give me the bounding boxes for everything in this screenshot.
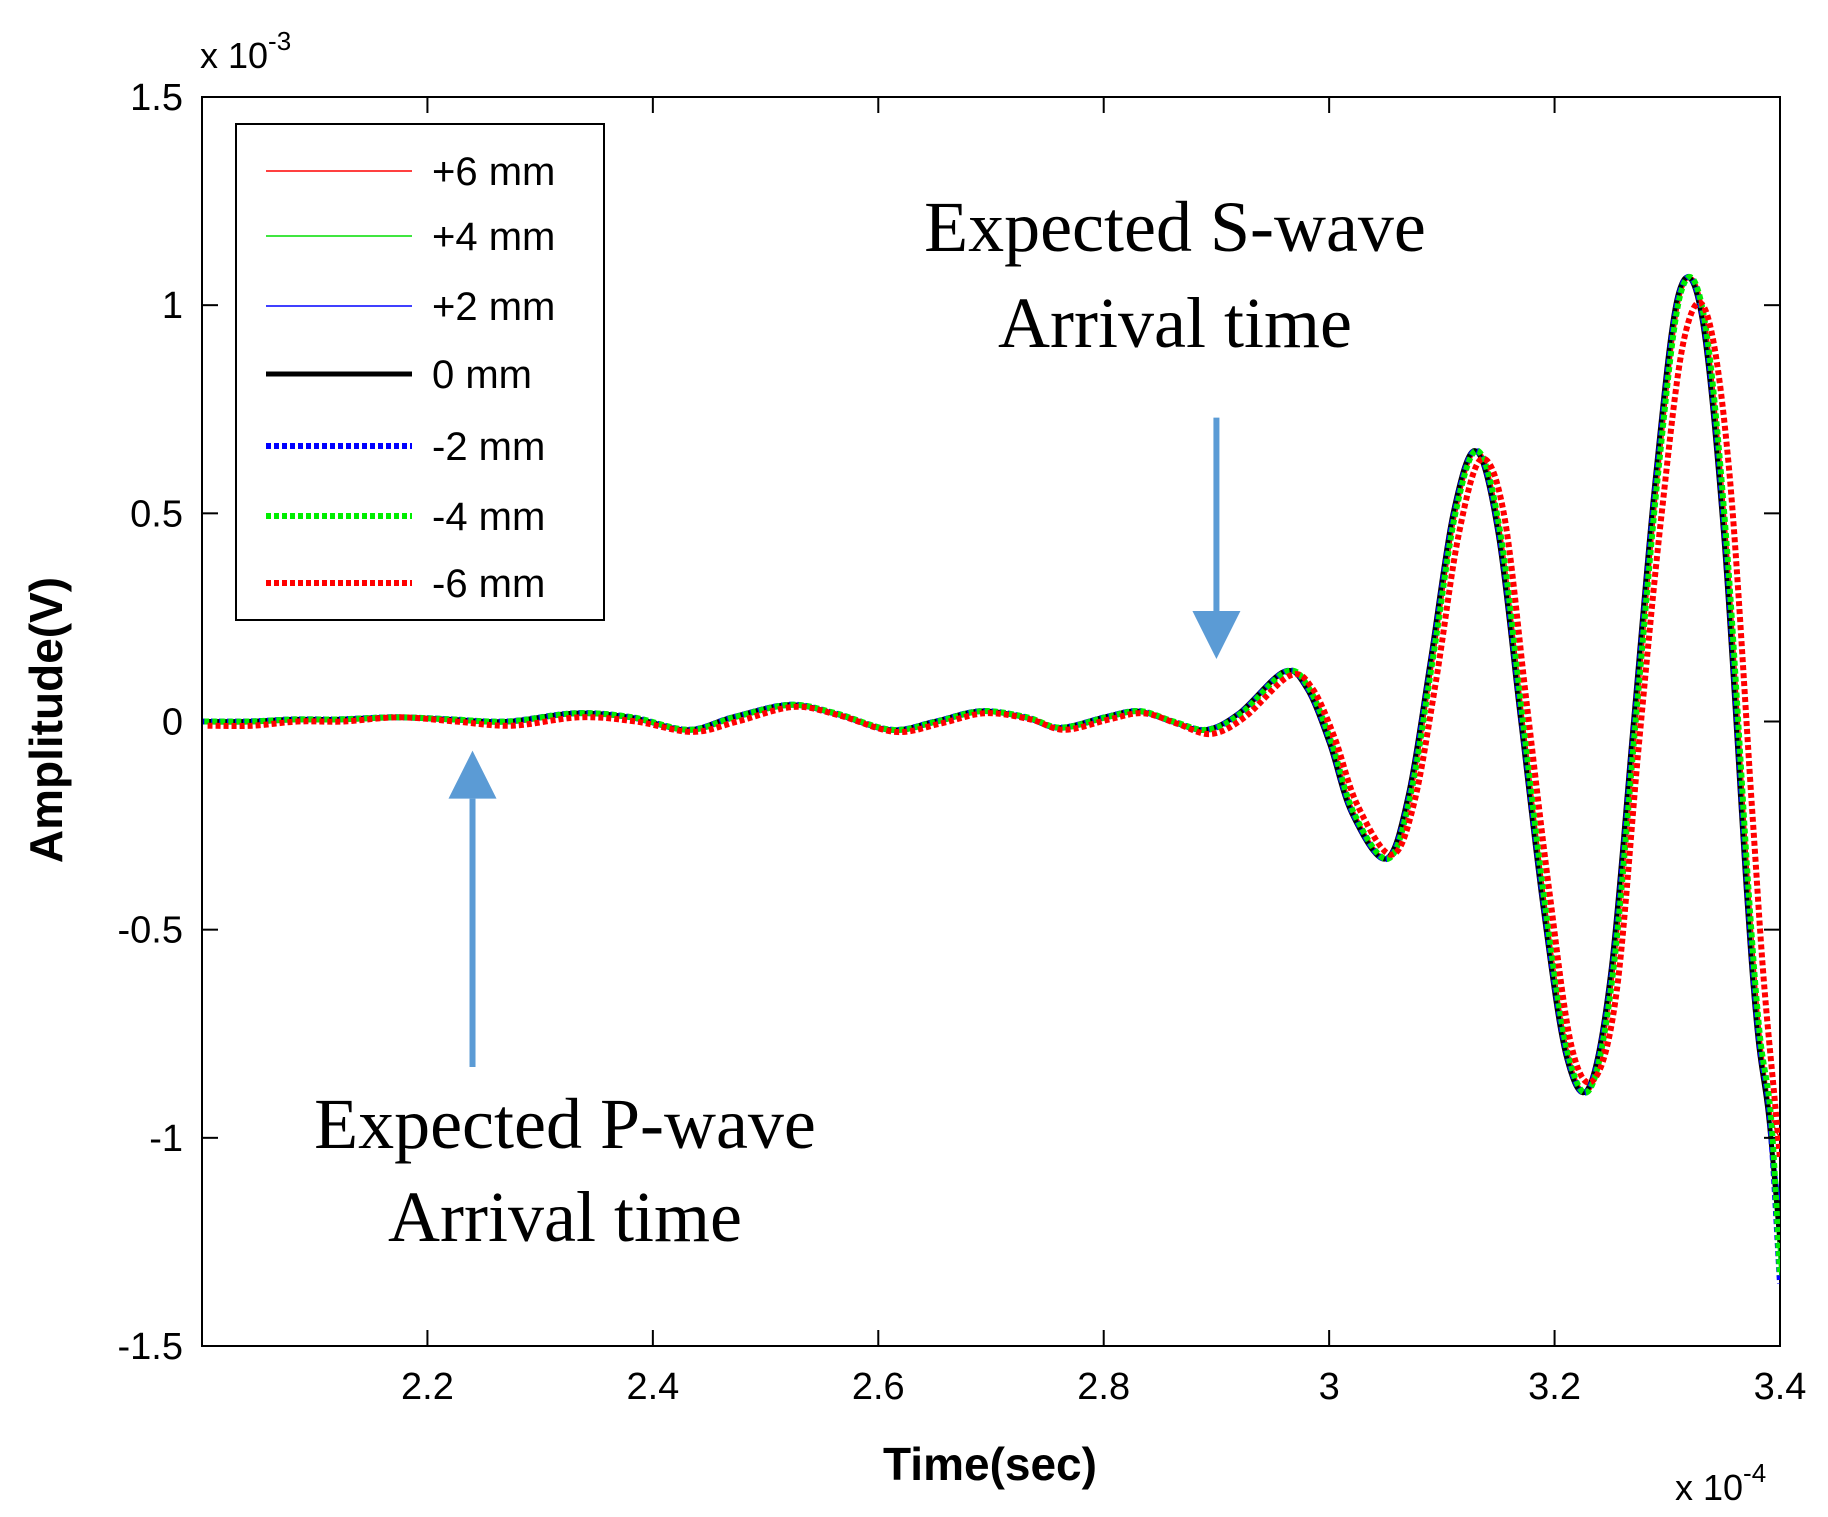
annotation-group: Expected S-wave Arrival time Expected P-… — [314, 187, 1426, 1257]
x-tick-label: 2.6 — [852, 1366, 905, 1408]
y-tick-label: -0.5 — [118, 910, 183, 952]
legend-label: +4 mm — [432, 215, 555, 259]
x-axis-title: Time(sec) — [883, 1438, 1097, 1490]
y-tick-label: 0 — [162, 702, 183, 744]
p-wave-label-line2: Arrival time — [388, 1177, 742, 1257]
legend-label: 0 mm — [432, 353, 532, 397]
legend-label: +2 mm — [432, 285, 555, 329]
y-tick-labels: -1.5 -1 -0.5 0 0.5 1 1.5 — [118, 77, 183, 1368]
x-tick-labels: 2.2 2.4 2.6 2.8 3 3.2 3.4 — [401, 1366, 1806, 1408]
y-tick-label: 0.5 — [130, 493, 183, 535]
series-line--6-mm — [207, 299, 1780, 1159]
p-wave-label-line1: Expected P-wave — [314, 1084, 816, 1164]
legend-label: -2 mm — [432, 425, 545, 469]
x-tick-label: 2.4 — [626, 1366, 679, 1408]
y-tick-label: -1.5 — [118, 1326, 183, 1368]
y-tick-label: 1.5 — [130, 77, 183, 119]
y-tick-label: -1 — [149, 1118, 183, 1160]
y-scale-label: x 10-3 — [200, 26, 291, 76]
legend-label: +6 mm — [432, 150, 555, 194]
x-tick-label: 3 — [1319, 1366, 1340, 1408]
legend: +6 mm +4 mm +2 mm 0 mm -2 mm -4 mm -6 mm — [235, 123, 605, 621]
x-tick-label: 2.8 — [1077, 1366, 1130, 1408]
series-group — [202, 274, 1780, 1284]
arrow-head-down — [1192, 611, 1241, 660]
x-tick-label: 2.2 — [401, 1366, 454, 1408]
s-wave-label-line2: Arrival time — [998, 283, 1352, 363]
y-axis-title: Amplitude(V) — [20, 577, 72, 863]
x-tick-label: 3.4 — [1754, 1366, 1807, 1408]
y-tick-label: 1 — [162, 285, 183, 327]
arrow-head-up — [448, 750, 497, 799]
x-scale-label: x 10-4 — [1675, 1458, 1766, 1508]
x-tick-label: 3.2 — [1528, 1366, 1581, 1408]
legend-label: -4 mm — [432, 495, 545, 539]
legend-label: -6 mm — [432, 562, 545, 606]
s-wave-label-line1: Expected S-wave — [924, 187, 1426, 267]
